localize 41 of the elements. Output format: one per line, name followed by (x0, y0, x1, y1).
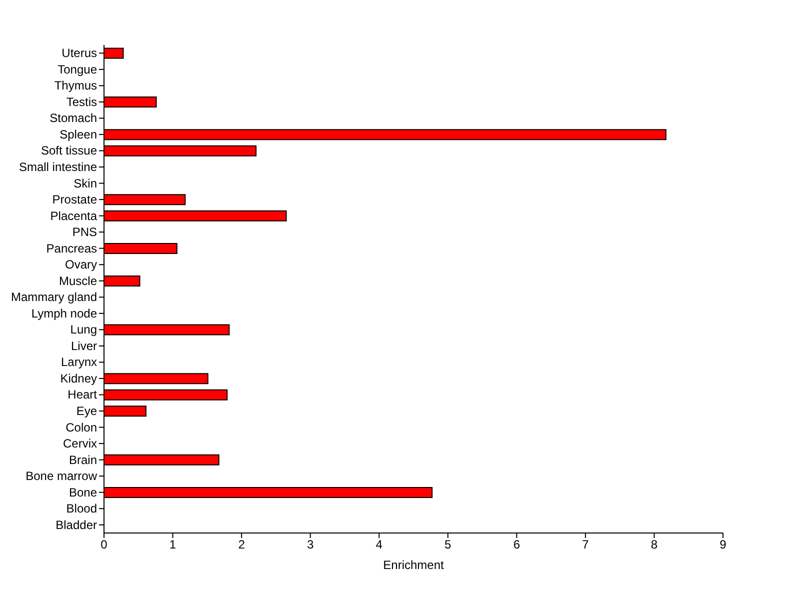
y-tick-label: Brain (68, 452, 97, 467)
y-tick-label: Lymph node (31, 306, 98, 320)
y-tick-label: Placenta (50, 208, 98, 223)
y-tick-label: Tongue (58, 62, 98, 76)
x-tick-label: 2 (238, 538, 246, 552)
y-tick-label: Mammary gland (10, 290, 97, 304)
y-tick-label: Spleen (60, 127, 97, 142)
y-tick-label: Blood (66, 502, 97, 516)
y-tick-label: Liver (70, 338, 97, 353)
x-axis-title: Enrichment (383, 558, 445, 572)
y-tick-label: Pancreas (46, 241, 97, 256)
x-tick-label: 9 (720, 538, 727, 552)
y-tick-label: Skin (74, 176, 97, 190)
y-tick-label: Cervix (62, 436, 97, 451)
y-tick-label: Muscle (58, 274, 98, 288)
y-tick-label: Stomach (50, 111, 97, 126)
y-tick-label: Thymus (54, 78, 97, 93)
x-tick-label: 1 (169, 538, 176, 552)
x-tick-label: 7 (582, 538, 590, 552)
y-tick-label: Heart (68, 388, 98, 402)
y-tick-label: Ovary (64, 258, 97, 272)
y-tick-label: Larynx (60, 355, 97, 370)
x-tick-label: 8 (650, 538, 658, 552)
y-tick-label: Colon (66, 420, 97, 434)
x-tick-label: 0 (100, 538, 108, 552)
x-tick-label: 3 (306, 538, 314, 552)
x-tick-label: 6 (513, 538, 520, 552)
y-tick-label: Kidney (60, 371, 97, 386)
y-tick-label: Eye (76, 404, 98, 418)
x-tick-label: 4 (376, 538, 383, 552)
y-tick-label: Bone marrow (26, 469, 98, 484)
y-tick-label: Lung (70, 322, 97, 337)
y-tick-label: Small intestine (18, 160, 98, 174)
y-tick-label: Prostate (52, 192, 98, 207)
y-tick-label: Soft tissue (40, 144, 98, 158)
y-tick-label: Bone (68, 485, 98, 500)
y-tick-label: PNS (72, 225, 97, 240)
x-tick-label: 5 (444, 538, 452, 552)
y-tick-label: Testis (66, 94, 97, 109)
y-tick-label: Bladder (56, 518, 97, 532)
y-tick-label: Uterus (62, 46, 97, 60)
